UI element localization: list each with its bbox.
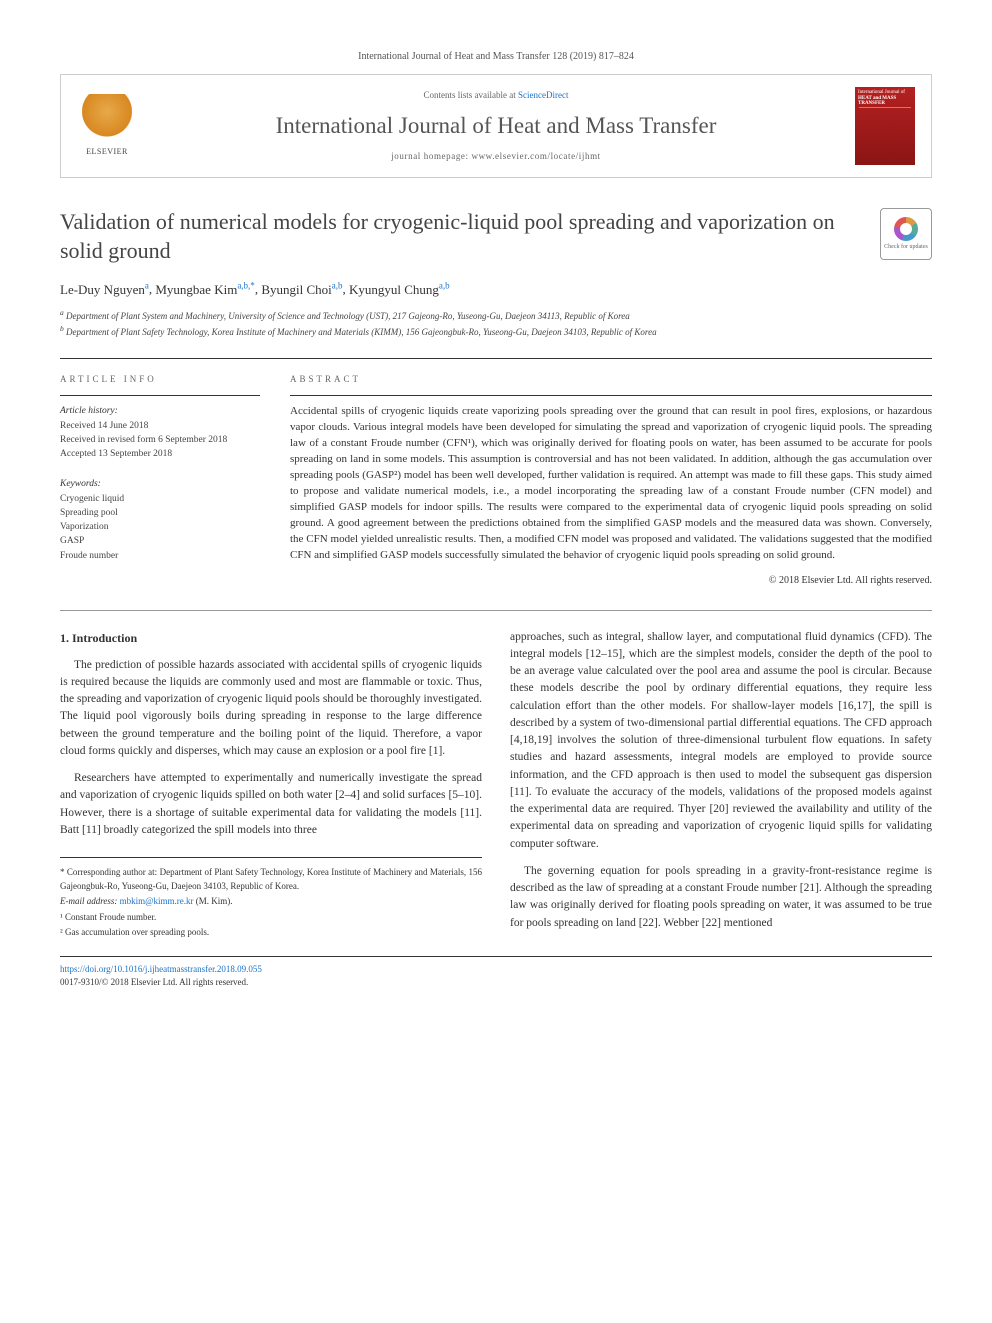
article-title: Validation of numerical models for cryog… bbox=[60, 208, 932, 265]
divider bbox=[290, 395, 932, 396]
corresponding-author: * Corresponding author at: Department of… bbox=[60, 866, 482, 893]
issn-line: 0017-9310/© 2018 Elsevier Ltd. All right… bbox=[60, 977, 248, 987]
abstract-text: Accidental spills of cryogenic liquids c… bbox=[290, 404, 932, 563]
article-info: ARTICLE INFO Article history: Received 1… bbox=[60, 373, 260, 588]
divider bbox=[60, 358, 932, 359]
section-heading: 1. Introduction bbox=[60, 629, 482, 647]
footnote-1: ¹ Constant Froude number. bbox=[60, 911, 482, 925]
check-updates-badge[interactable]: Check for updates bbox=[880, 208, 932, 260]
email-line: E-mail address: mbkim@kimm.re.kr (M. Kim… bbox=[60, 895, 482, 909]
keyword: Vaporization bbox=[60, 520, 260, 534]
body-columns: 1. Introduction The prediction of possib… bbox=[60, 629, 932, 942]
author-list: Le-Duy Nguyena, Myungbae Kima,b,*, Byung… bbox=[60, 279, 932, 299]
author-marks: a,b,* bbox=[237, 280, 255, 290]
keywords-block: Keywords: Cryogenic liquid Spreading poo… bbox=[60, 477, 260, 563]
keyword: Spreading pool bbox=[60, 506, 260, 520]
revised: Received in revised form 6 September 201… bbox=[60, 433, 260, 447]
bottom-line: https://doi.org/10.1016/j.ijheatmasstran… bbox=[60, 956, 932, 988]
email-link[interactable]: mbkim@kimm.re.kr bbox=[120, 896, 194, 906]
doi-link[interactable]: https://doi.org/10.1016/j.ijheatmasstran… bbox=[60, 964, 262, 974]
info-abstract-row: ARTICLE INFO Article history: Received 1… bbox=[60, 373, 932, 588]
received: Received 14 June 2018 bbox=[60, 419, 260, 433]
homepage-line: journal homepage: www.elsevier.com/locat… bbox=[153, 150, 839, 163]
sciencedirect-link[interactable]: ScienceDirect bbox=[518, 90, 568, 100]
affiliations: a Department of Plant System and Machine… bbox=[60, 307, 932, 340]
history-label: Article history: bbox=[60, 404, 260, 418]
check-updates-label: Check for updates bbox=[884, 244, 928, 252]
title-text: Validation of numerical models for cryog… bbox=[60, 209, 835, 263]
elsevier-tree-icon bbox=[82, 94, 132, 144]
abstract-label: ABSTRACT bbox=[290, 373, 932, 386]
paragraph: Researchers have attempted to experiment… bbox=[60, 770, 482, 839]
footnotes: * Corresponding author at: Department of… bbox=[60, 857, 482, 940]
keyword: Froude number bbox=[60, 549, 260, 563]
divider bbox=[60, 395, 260, 396]
cover-title: International Journal of HEAT and MASS T… bbox=[855, 87, 915, 110]
citation-line: International Journal of Heat and Mass T… bbox=[60, 50, 932, 64]
homepage-prefix: journal homepage: bbox=[391, 151, 471, 161]
author-marks: a,b bbox=[439, 280, 450, 290]
paragraph: The prediction of possible hazards assoc… bbox=[60, 657, 482, 761]
abstract: ABSTRACT Accidental spills of cryogenic … bbox=[290, 373, 932, 588]
check-updates-icon bbox=[894, 217, 918, 241]
author-marks: a,b bbox=[332, 280, 343, 290]
header-center: Contents lists available at ScienceDirec… bbox=[153, 89, 839, 162]
keywords-label: Keywords: bbox=[60, 477, 260, 491]
journal-name: International Journal of Heat and Mass T… bbox=[153, 110, 839, 142]
affiliation-b: b Department of Plant Safety Technology,… bbox=[60, 323, 932, 340]
footnote-2: ² Gas accumulation over spreading pools. bbox=[60, 926, 482, 940]
body-col-left: 1. Introduction The prediction of possib… bbox=[60, 629, 482, 942]
paragraph: approaches, such as integral, shallow la… bbox=[510, 629, 932, 853]
info-label: ARTICLE INFO bbox=[60, 373, 260, 386]
email-label: E-mail address: bbox=[60, 896, 120, 906]
author: Kyungyul Chunga,b bbox=[349, 282, 450, 297]
contents-prefix: Contents lists available at bbox=[424, 90, 518, 100]
divider bbox=[60, 610, 932, 611]
history-block: Article history: Received 14 June 2018 R… bbox=[60, 404, 260, 461]
author: Myungbae Kima,b,* bbox=[155, 282, 254, 297]
keyword: Cryogenic liquid bbox=[60, 492, 260, 506]
copyright: © 2018 Elsevier Ltd. All rights reserved… bbox=[290, 574, 932, 588]
keyword: GASP bbox=[60, 534, 260, 548]
accepted: Accepted 13 September 2018 bbox=[60, 447, 260, 461]
elsevier-logo-text: ELSEVIER bbox=[86, 146, 128, 157]
paragraph: The governing equation for pools spreadi… bbox=[510, 863, 932, 932]
page: International Journal of Heat and Mass T… bbox=[0, 0, 992, 1028]
affiliation-a: a Department of Plant System and Machine… bbox=[60, 307, 932, 324]
email-author: (M. Kim). bbox=[193, 896, 232, 906]
author: Le-Duy Nguyena bbox=[60, 282, 149, 297]
journal-cover-thumb: International Journal of HEAT and MASS T… bbox=[855, 87, 915, 165]
contents-line: Contents lists available at ScienceDirec… bbox=[153, 89, 839, 102]
author: Byungil Choia,b bbox=[261, 282, 342, 297]
homepage-url[interactable]: www.elsevier.com/locate/ijhmt bbox=[471, 151, 600, 161]
journal-header: ELSEVIER Contents lists available at Sci… bbox=[60, 74, 932, 178]
elsevier-logo: ELSEVIER bbox=[77, 91, 137, 161]
author-marks: a bbox=[145, 280, 149, 290]
body-col-right: approaches, such as integral, shallow la… bbox=[510, 629, 932, 942]
